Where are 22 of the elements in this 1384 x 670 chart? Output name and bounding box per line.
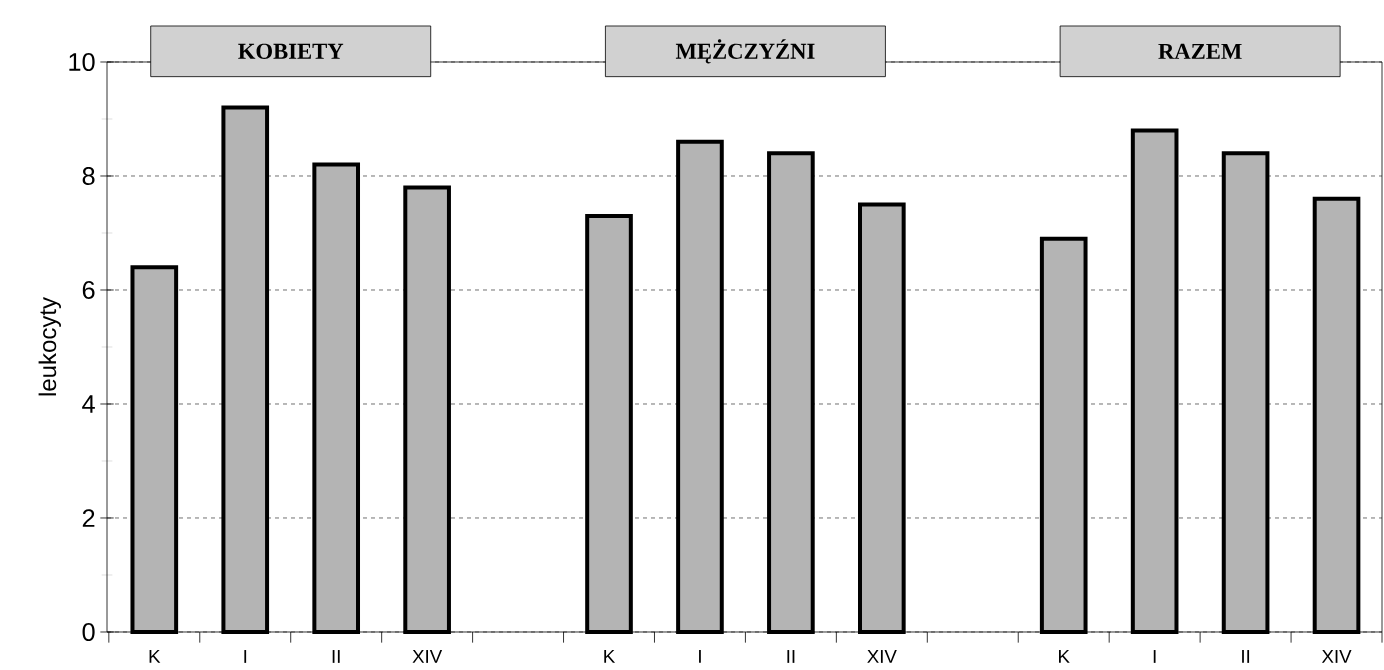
x-tick-label: II xyxy=(1242,650,1250,663)
x-tick-label: XIV xyxy=(1321,650,1352,663)
text: RAZEM xyxy=(1158,43,1242,59)
y-tick-label: 4 xyxy=(82,395,95,413)
x-tick-label: K xyxy=(149,650,161,663)
x-tick-label: II xyxy=(787,650,795,663)
y-tick-label: 6 xyxy=(82,281,95,299)
x-tick-label: I xyxy=(244,650,247,663)
x-tick-label: K xyxy=(604,650,616,663)
x-tick-label: K xyxy=(1059,650,1070,663)
x-tick-label: XIV xyxy=(412,650,443,663)
text: KOBIETY xyxy=(238,43,344,59)
x-tick-label: II xyxy=(332,650,340,663)
x-tick-label: I xyxy=(699,650,701,663)
y-tick-label: 0 xyxy=(82,623,95,641)
y-axis-title: leukocyty xyxy=(38,297,61,396)
y-tick-label: 10 xyxy=(69,53,95,71)
y-tick-label: 2 xyxy=(82,509,95,527)
annotation: MĘŻCZYŹNI xyxy=(675,39,815,64)
x-tick-label: I xyxy=(1153,650,1156,663)
y-tick-label: 8 xyxy=(82,167,95,185)
x-tick-label: XIV xyxy=(867,650,897,663)
